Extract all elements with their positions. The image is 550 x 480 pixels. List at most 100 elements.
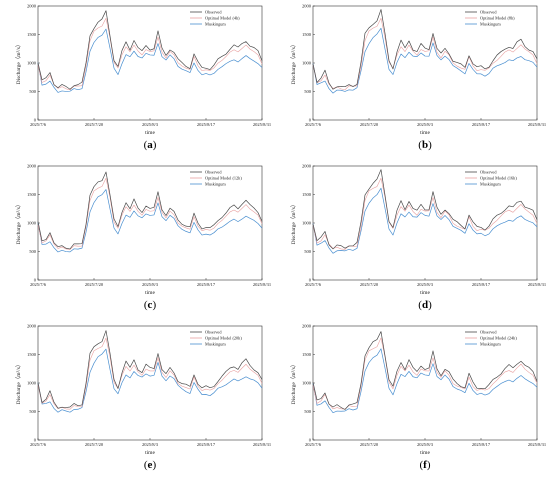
x-tick-label: 2025/8/31 <box>253 122 271 127</box>
y-axis-title: Discharge（m³/s） <box>290 362 297 405</box>
chart-panel-c: 0 500 1000 1500 2000 2025/7/6 2025/7/20 2025/8/… <box>15 164 271 312</box>
series-line-observed <box>312 331 538 410</box>
y-tick-label: 1000 <box>27 381 37 386</box>
x-tick-label: 2025/7/20 <box>360 442 379 447</box>
x-axis-title: time <box>420 130 430 136</box>
chart-panel-b: 0 500 1000 1500 2000 2025/7/6 2025/7/20 2025/8/… <box>290 4 546 152</box>
legend-entry: Optimal Model (20h) <box>205 336 242 341</box>
legend-entry: Observed <box>480 330 497 335</box>
x-tick-label: 2025/8/31 <box>253 282 271 287</box>
x-tick-label: 2025/7/6 <box>30 122 47 127</box>
x-tick-label: 2025/8/3 <box>417 122 434 127</box>
panel-label: (d) <box>418 299 432 311</box>
x-tick-label: 2025/8/31 <box>528 122 546 127</box>
series-line-observed <box>312 9 538 90</box>
chart-panel-d: 0 500 1000 1500 2000 2025/7/6 2025/7/20 2025/8/… <box>290 164 546 312</box>
y-tick-label: 1500 <box>27 352 37 357</box>
x-tick-label: 2025/7/20 <box>360 282 379 287</box>
legend-entry: Optimal Model (16h) <box>480 176 517 181</box>
x-tick-label: 2025/7/20 <box>85 282 104 287</box>
x-tick-label: 2025/7/20 <box>360 122 379 127</box>
legend-entry: Optimal Model (4h) <box>205 16 240 21</box>
chart-panel-a: 0 500 1000 1500 2000 2025/7/6 2025/7/20 2025/8/… <box>15 4 271 152</box>
y-axis-title: Discharge（m³/s） <box>15 362 22 405</box>
series-line-optimal-model-12h <box>37 177 263 250</box>
y-tick-label: 500 <box>304 409 312 414</box>
y-tick-label: 0 <box>34 438 37 443</box>
y-tick-label: 1000 <box>302 381 312 386</box>
x-tick-label: 2025/8/3 <box>142 282 159 287</box>
x-tick-label: 2025/8/17 <box>472 122 491 127</box>
y-tick-label: 1000 <box>302 61 312 66</box>
y-tick-label: 2000 <box>302 324 312 329</box>
chart-panel-e: 0 500 1000 1500 2000 2025/7/6 2025/7/20 2025/8/… <box>15 324 271 472</box>
y-tick-label: 1500 <box>302 192 312 197</box>
y-tick-label: 500 <box>29 249 37 254</box>
legend-entry: Observed <box>480 170 497 175</box>
legend-entry: Observed <box>205 330 222 335</box>
y-axis-title: Discharge（m³/s） <box>290 202 297 245</box>
y-tick-label: 0 <box>309 438 312 443</box>
y-axis-title: Discharge（m³/s） <box>15 202 22 245</box>
y-tick-label: 1500 <box>302 352 312 357</box>
panel-label: (e) <box>144 459 157 471</box>
plot-frame <box>37 5 263 121</box>
x-tick-label: 2025/8/17 <box>197 122 216 127</box>
y-tick-label: 0 <box>34 118 37 123</box>
x-tick-label: 2025/8/31 <box>528 442 546 447</box>
series-line-optimal-model-16h <box>312 177 538 250</box>
series-line-muskingum <box>312 27 538 94</box>
series-line-observed <box>37 171 263 250</box>
x-tick-label: 2025/7/6 <box>305 122 322 127</box>
plot-frame <box>312 325 538 441</box>
series-line-muskingum <box>37 348 263 413</box>
y-tick-label: 500 <box>29 409 37 414</box>
y-tick-label: 2000 <box>302 164 312 169</box>
legend-entry: Muskingum <box>205 22 226 27</box>
y-tick-label: 2000 <box>27 164 37 169</box>
x-axis-title: time <box>420 450 430 456</box>
chart-panel-f: 0 500 1000 1500 2000 2025/7/6 2025/7/20 2025/8/… <box>290 324 546 472</box>
legend-entry: Muskingum <box>480 22 501 27</box>
x-tick-label: 2025/7/20 <box>85 442 104 447</box>
x-tick-label: 2025/8/31 <box>528 282 546 287</box>
x-tick-label: 2025/8/3 <box>417 282 434 287</box>
x-tick-label: 2025/7/6 <box>305 282 322 287</box>
legend-entry: Muskingum <box>480 182 501 187</box>
legend-entry: Optimal Model (8h) <box>480 16 515 21</box>
legend-entry: Observed <box>205 10 222 15</box>
x-tick-label: 2025/8/17 <box>197 282 216 287</box>
y-tick-label: 500 <box>29 89 37 94</box>
y-tick-label: 1000 <box>27 221 37 226</box>
series-line-muskingum <box>312 187 538 254</box>
x-axis-title: time <box>145 450 155 456</box>
x-tick-label: 2025/8/3 <box>142 122 159 127</box>
x-tick-label: 2025/8/3 <box>417 442 434 447</box>
x-tick-label: 2025/8/17 <box>197 442 216 447</box>
legend-entry: Muskingum <box>480 342 501 347</box>
y-tick-label: 0 <box>34 278 37 283</box>
x-axis-title: time <box>145 290 155 296</box>
panel-label: (b) <box>418 139 432 151</box>
y-tick-label: 1500 <box>27 192 37 197</box>
legend-entry: Optimal Model (12h) <box>205 176 242 181</box>
series-line-muskingum <box>37 28 263 93</box>
series-line-optimal-model-8h <box>312 17 538 91</box>
y-tick-label: 0 <box>309 278 312 283</box>
x-tick-label: 2025/7/20 <box>85 122 104 127</box>
panel-label: (c) <box>144 299 157 311</box>
panel-label: (a) <box>144 139 157 151</box>
legend-entry: Muskingum <box>205 182 226 187</box>
series-line-observed <box>312 169 538 250</box>
x-axis-title: time <box>145 130 155 136</box>
x-tick-label: 2025/8/17 <box>472 442 491 447</box>
y-tick-label: 1000 <box>302 221 312 226</box>
y-tick-label: 2000 <box>302 4 312 9</box>
y-tick-label: 1500 <box>302 32 312 37</box>
legend-entry: Observed <box>480 10 497 15</box>
x-tick-label: 2025/8/31 <box>253 442 271 447</box>
series-line-optimal-model-4h <box>37 17 263 91</box>
x-axis-title: time <box>420 290 430 296</box>
series-line-observed <box>37 330 263 409</box>
